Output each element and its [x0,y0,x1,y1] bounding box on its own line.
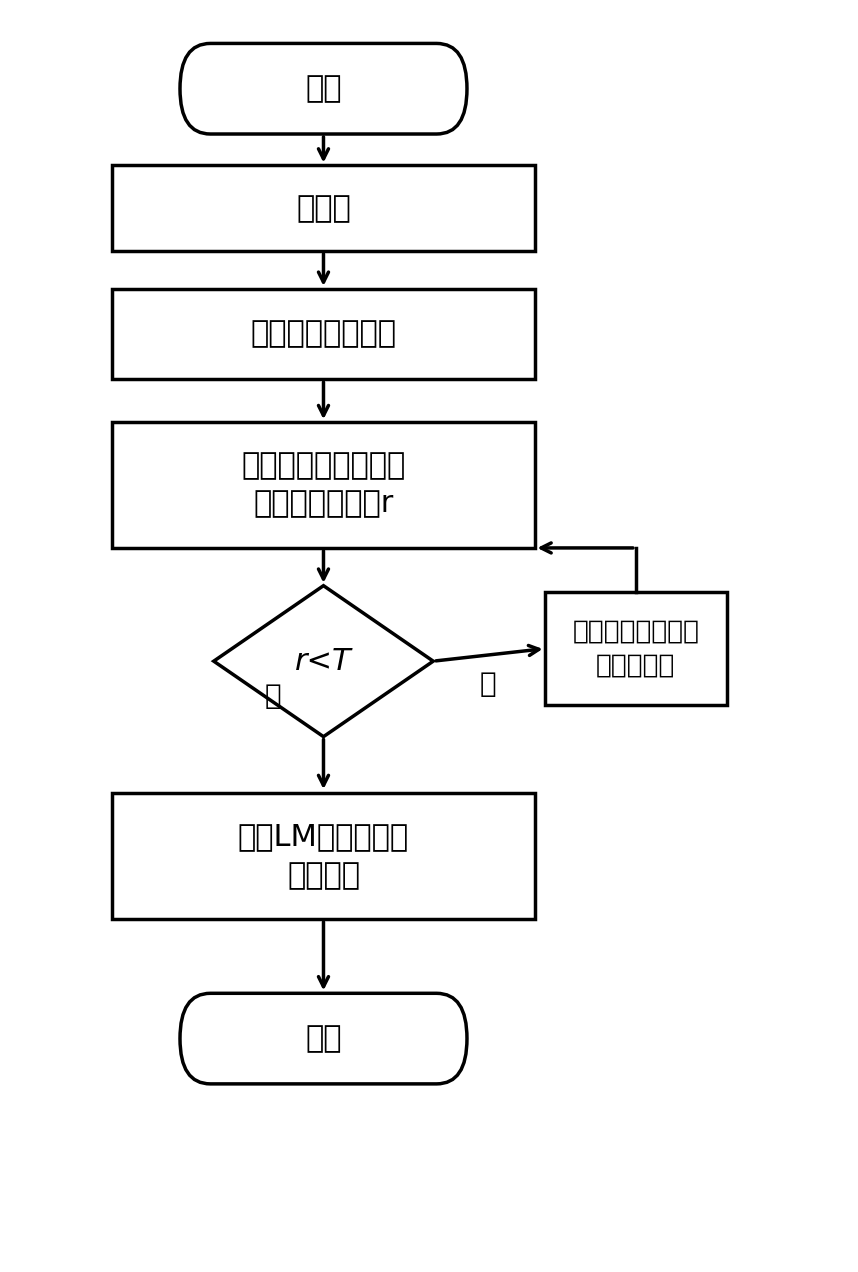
Text: 是: 是 [264,682,281,710]
Text: 利用LM求解缘头的
半径大小: 利用LM求解缘头的 半径大小 [238,823,409,890]
Bar [112,165,535,251]
Bar [112,794,535,920]
Text: r<T: r<T [295,646,352,675]
Bar [112,289,535,379]
Text: 结束: 结束 [305,1024,341,1053]
FancyBboxPatch shape [180,993,467,1084]
FancyBboxPatch shape [180,43,467,134]
Text: 确定初始缘头范围: 确定初始缘头范围 [251,319,396,349]
Text: 开始: 开始 [305,74,341,103]
Bar [545,591,727,705]
Text: 窗口往缘头方向移
动一个步距: 窗口往缘头方向移 动一个步距 [572,618,699,678]
Text: 预处理: 预处理 [296,193,351,223]
Bar [112,422,535,548]
Polygon shape [214,585,433,736]
Text: 计算当前移动窗口处
的曲率半径大小r: 计算当前移动窗口处 的曲率半径大小r [241,452,406,519]
Text: 否: 否 [480,670,497,698]
